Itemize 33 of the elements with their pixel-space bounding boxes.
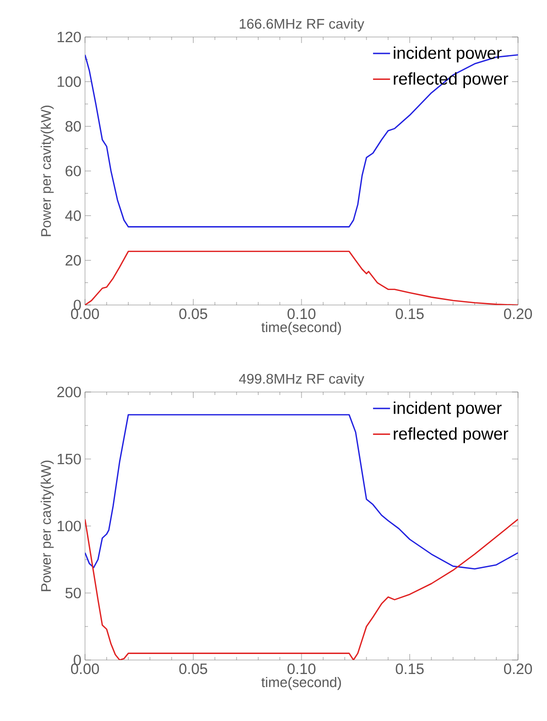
chart-title: 499.8MHz RF cavity — [239, 373, 364, 386]
y-tick-label: 40 — [65, 210, 81, 221]
x-axis-title: time(second) — [261, 676, 341, 690]
y-axis-title: Power per cavity(kW) — [40, 106, 54, 236]
x-tick-label: 0.05 — [179, 664, 208, 674]
x-tick-label: 0.20 — [504, 308, 532, 320]
y-tick-label: 60 — [66, 166, 81, 176]
x-tick-label: 0.00 — [71, 664, 99, 674]
x-tick-label: 0.20 — [504, 664, 532, 674]
y-tick-label: 100 — [58, 520, 81, 532]
y-tick-label: 100 — [58, 76, 81, 87]
legend-label: incident power — [394, 46, 502, 62]
y-tick-label: 80 — [66, 121, 81, 132]
y-tick-label: 0 — [74, 654, 81, 666]
y-tick-label: 20 — [66, 255, 81, 266]
line-series — [85, 250, 518, 305]
y-tick-label: 0 — [74, 300, 81, 310]
x-tick-label: 0.15 — [396, 664, 424, 674]
x-tick-label: 0.00 — [71, 308, 99, 320]
y-axis-title: Power per cavity(kW) — [40, 460, 54, 592]
legend-label: reflected power — [394, 427, 508, 444]
x-tick-label: 0.05 — [179, 308, 208, 320]
legend-label: incident power — [394, 402, 502, 418]
y-tick-label: 200 — [57, 386, 81, 398]
x-tick-label: 0.10 — [288, 664, 316, 674]
x-tick-label: 0.15 — [396, 308, 424, 320]
y-tick-label: 50 — [65, 588, 81, 598]
y-tick-label: 150 — [58, 454, 81, 464]
line-series — [85, 518, 518, 660]
x-axis-title: time(second) — [261, 322, 341, 335]
x-tick-label: 0.10 — [288, 308, 316, 320]
y-tick-label: 120 — [58, 32, 81, 42]
chart-title: 166.6MHz RF cavity — [240, 18, 364, 32]
